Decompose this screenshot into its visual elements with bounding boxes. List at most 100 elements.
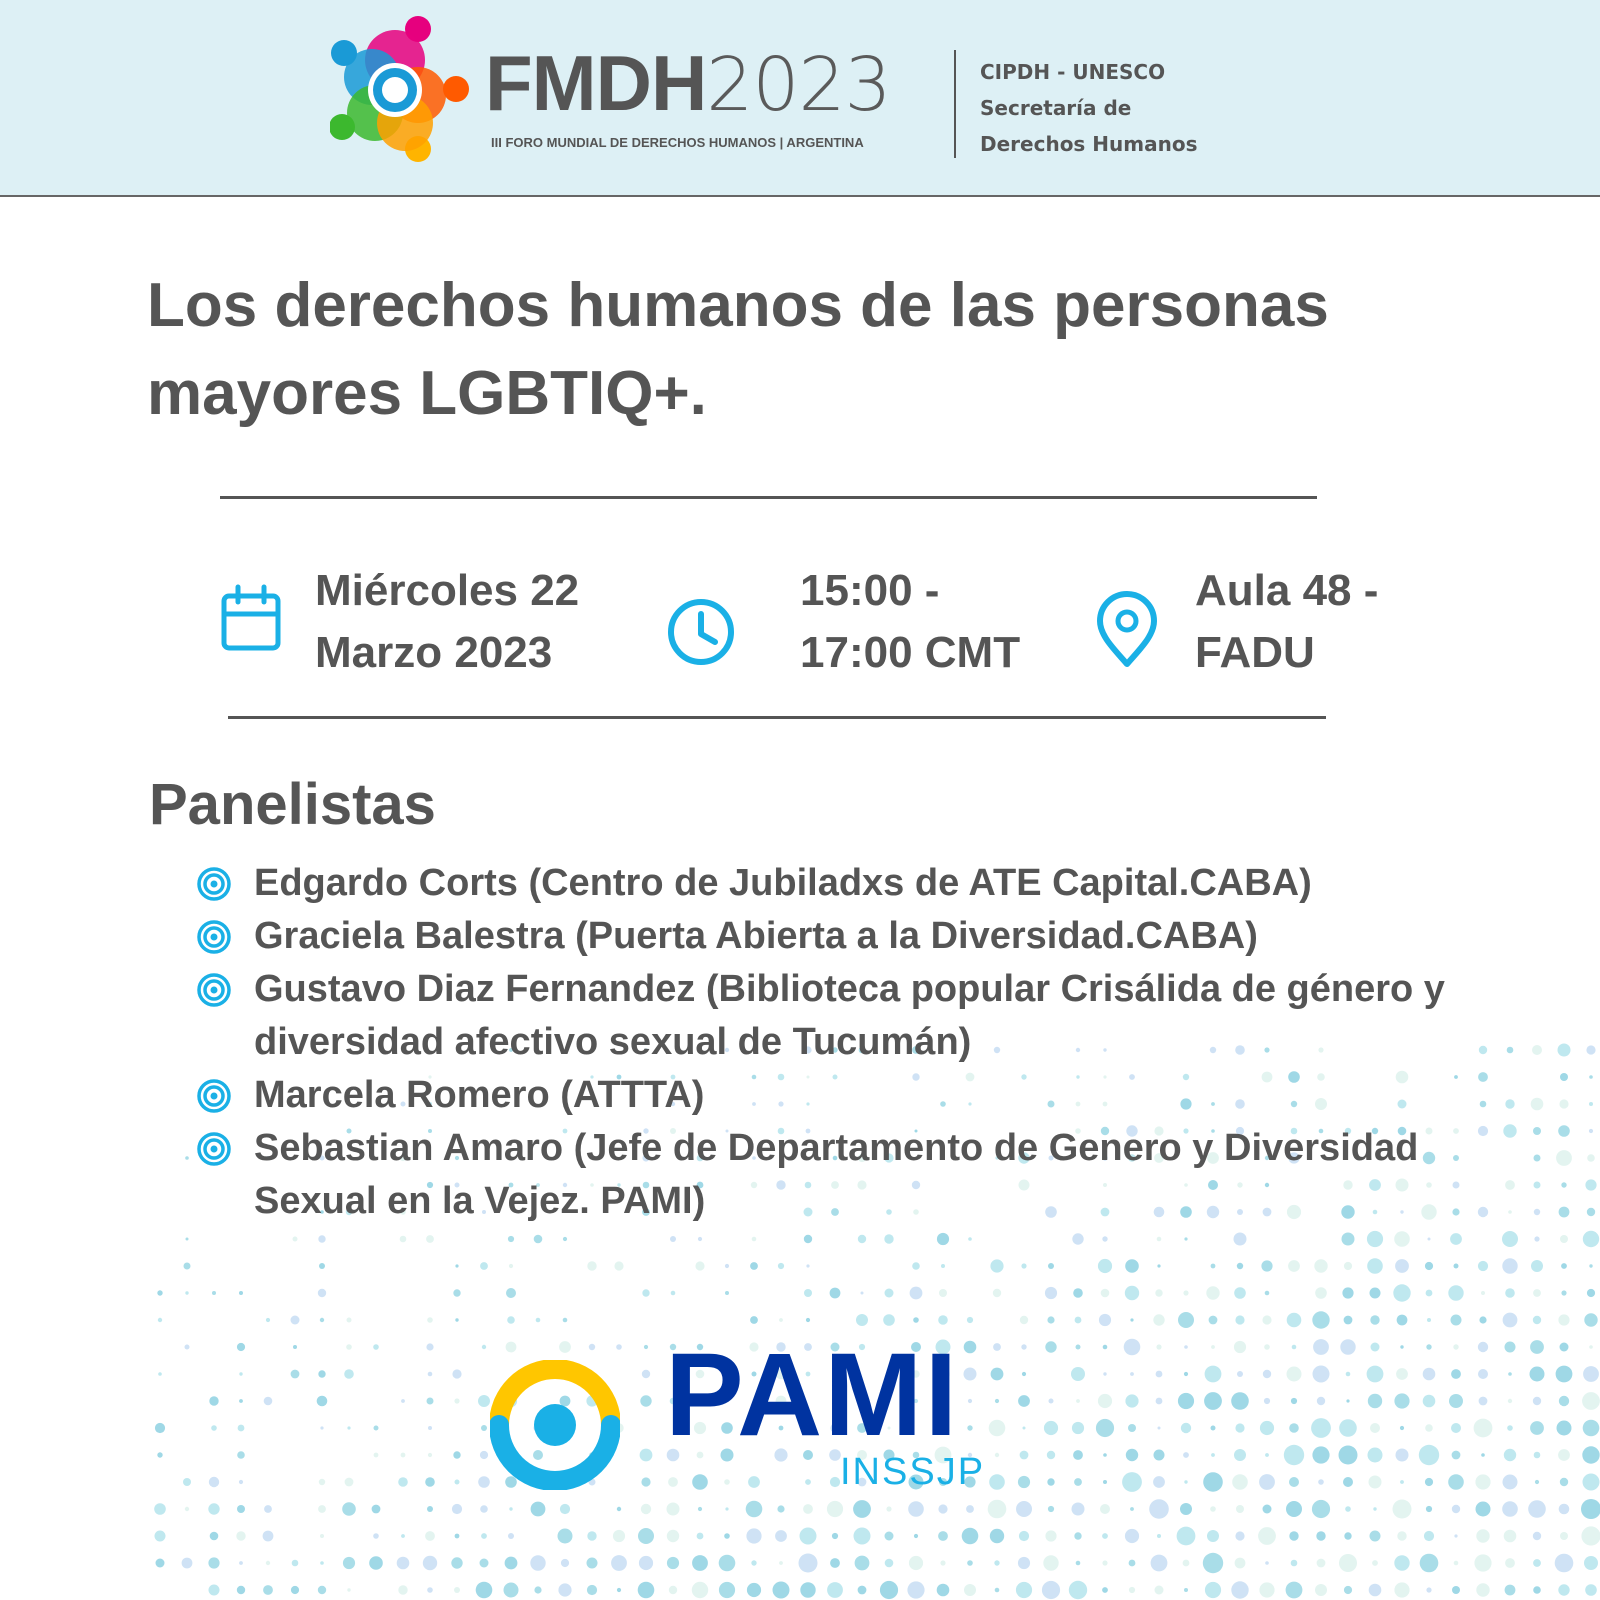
- decor-dot: [994, 1587, 1000, 1593]
- decor-dot: [1397, 1099, 1407, 1109]
- decor-dot: [1343, 1180, 1353, 1190]
- decor-dot: [641, 1369, 651, 1379]
- decor-dot: [1345, 1371, 1351, 1377]
- decor-dot: [778, 1425, 784, 1431]
- decor-dot: [1180, 1422, 1192, 1434]
- decor-dot: [1343, 1261, 1353, 1271]
- decor-dot: [830, 1342, 840, 1352]
- decor-dot: [721, 1422, 733, 1434]
- decor-dot: [1265, 1561, 1269, 1565]
- header-banner: FMDH2023 III FORO MUNDIAL DE DERECHOS HU…: [0, 0, 1600, 197]
- decor-dot: [938, 1531, 948, 1541]
- decor-dot: [507, 1235, 515, 1243]
- decor-dot: [1317, 1073, 1325, 1081]
- decor-dot: [1424, 1261, 1434, 1271]
- decor-dot: [1559, 1342, 1569, 1352]
- decor-dot: [992, 1288, 1002, 1298]
- decor-dot: [857, 1180, 867, 1190]
- decor-dot: [1478, 1072, 1488, 1082]
- decor-dot: [587, 1261, 597, 1271]
- list-item: Sebastian Amaro (Jefe de Departamento de…: [196, 1122, 1496, 1228]
- decor-dot: [691, 1581, 709, 1599]
- decor-dot: [557, 1528, 573, 1544]
- decor-dot: [318, 1235, 326, 1243]
- decor-dot: [616, 1587, 622, 1593]
- decor-dot: [938, 1315, 948, 1325]
- decor-dot: [803, 1234, 813, 1244]
- decor-dot: [1075, 1128, 1081, 1134]
- decor-dot: [858, 1046, 866, 1054]
- decor-dot: [1533, 1451, 1541, 1459]
- decor-dot: [1582, 1419, 1600, 1437]
- decor-dot: [185, 1237, 189, 1241]
- decor-dot: [1530, 1097, 1544, 1111]
- decor-dot: [643, 1344, 649, 1350]
- decor-dot: [1259, 1474, 1275, 1490]
- decor-dot: [805, 1371, 811, 1377]
- decor-dot: [1448, 1474, 1464, 1490]
- decor-dot: [292, 1236, 298, 1242]
- decor-dot: [157, 1290, 163, 1296]
- decor-dot: [1155, 1370, 1163, 1378]
- decor-dot: [987, 1499, 1007, 1519]
- decor-dot: [967, 1560, 973, 1566]
- decor-dot: [718, 1581, 736, 1599]
- decor-dot: [346, 1344, 352, 1350]
- decor-dot: [1041, 1580, 1061, 1600]
- decor-dot: [1451, 1450, 1461, 1460]
- decor-dot: [908, 1555, 924, 1571]
- decor-dot: [1395, 1070, 1409, 1084]
- decor-dot: [1102, 1101, 1108, 1107]
- divider-top: [220, 496, 1317, 499]
- decor-dot: [1103, 1183, 1107, 1187]
- decor-dot: [480, 1262, 488, 1270]
- decor-dot: [1559, 1477, 1569, 1487]
- decor-dot: [1344, 1127, 1352, 1135]
- decor-dot: [913, 1398, 919, 1404]
- decor-dot: [936, 1232, 950, 1246]
- decor-dot: [1478, 1369, 1488, 1379]
- decor-dot: [265, 1560, 271, 1566]
- decor-dot: [1315, 1584, 1327, 1596]
- decor-dot: [751, 1560, 757, 1566]
- decor-dot: [669, 1343, 677, 1351]
- decor-dot: [427, 1317, 433, 1323]
- decor-dot: [1074, 1478, 1082, 1486]
- decor-dot: [1582, 1392, 1600, 1410]
- decor-dot: [1392, 1499, 1412, 1519]
- decor-dot: [804, 1289, 812, 1297]
- decor-dot: [666, 1448, 680, 1462]
- decor-dot: [1183, 1290, 1189, 1296]
- decor-dot: [833, 1372, 837, 1376]
- decor-dot: [454, 1398, 460, 1404]
- decor-dot: [1313, 1339, 1329, 1355]
- decor-dot: [724, 1047, 730, 1053]
- date-line: Marzo 2023: [315, 628, 553, 677]
- decor-dot: [935, 1339, 951, 1355]
- decor-dot: [1102, 1344, 1108, 1350]
- decor-dot: [454, 1533, 460, 1539]
- decor-dot: [1369, 1179, 1381, 1191]
- decor-dot: [1558, 1125, 1570, 1137]
- decor-dot: [1534, 1236, 1540, 1242]
- decor-dot: [884, 1531, 894, 1541]
- time-line: 17:00 CMT: [800, 628, 1021, 677]
- decor-dot: [426, 1181, 434, 1189]
- decor-dot: [858, 1343, 866, 1351]
- decor-dot: [670, 1128, 676, 1134]
- decor-dot: [827, 1582, 843, 1598]
- decor-dot: [1235, 1045, 1245, 1055]
- decor-dot: [1394, 1582, 1410, 1598]
- decor-dot: [669, 1397, 677, 1405]
- decor-dot: [1581, 1499, 1600, 1519]
- decor-dot: [1231, 1392, 1249, 1410]
- decor-dot: [1176, 1526, 1196, 1546]
- decor-dot: [239, 1399, 243, 1403]
- decor-dot: [934, 1446, 952, 1464]
- decor-dot: [1231, 1581, 1249, 1599]
- decor-dot: [616, 1506, 622, 1512]
- decor-dot: [1076, 1399, 1080, 1403]
- decor-dot: [1534, 1479, 1540, 1485]
- decor-dot: [1262, 1207, 1272, 1217]
- decor-dot: [1072, 1233, 1084, 1245]
